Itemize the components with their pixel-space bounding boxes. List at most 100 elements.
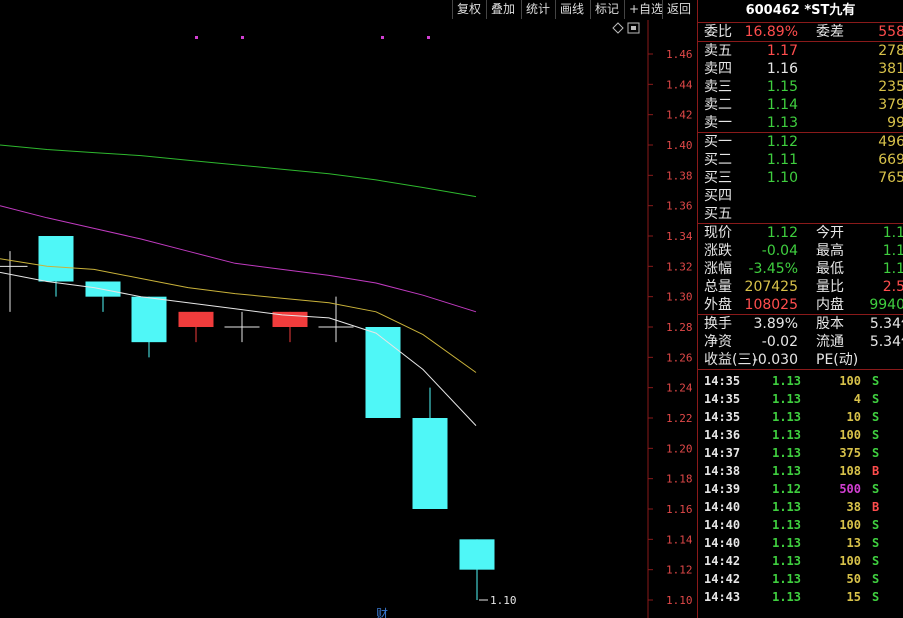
stat-label: 总量: [704, 279, 732, 295]
tick-row: 14:40 1.13 38 B: [698, 498, 903, 516]
low-marker-label: 1.10: [490, 594, 517, 607]
stat-label: 外盘: [704, 297, 732, 313]
tick-time: 14:42: [704, 554, 741, 568]
tick-volume: 10: [846, 410, 861, 424]
toolbar-button-6[interactable]: 返回: [662, 0, 695, 19]
y-tick-label-8: 1.30: [666, 291, 693, 304]
ma-line-2: [0, 258, 477, 373]
y-tick-label-0: 1.46: [666, 48, 693, 61]
ask-label: 卖二: [704, 97, 732, 113]
stat-label-2: 最高: [816, 243, 844, 259]
tick-time: 14:40: [704, 536, 741, 550]
tick-row: 14:43 1.13 15 S: [698, 588, 903, 606]
tick-time: 14:35: [704, 410, 741, 424]
ma-line-0: [0, 144, 477, 198]
toolbar-button-0[interactable]: 复权: [452, 0, 485, 19]
bid-label: 买二: [704, 152, 732, 168]
ask-price: 1.13: [766, 115, 798, 131]
event-mark-2: [381, 36, 384, 39]
tick-row: 14:42 1.13 100 S: [698, 552, 903, 570]
event-mark-0: [195, 36, 198, 39]
bid-label: 买四: [704, 188, 732, 204]
toolbar-button-2[interactable]: 统计: [521, 0, 554, 19]
bid-price: 1.11: [766, 152, 798, 168]
ask-volume: 99: [887, 115, 903, 131]
candle-body-9: [412, 418, 448, 509]
fund-row: 净资 -0.02 流通 5.34亿: [698, 333, 903, 351]
candle-body-4: [178, 311, 214, 327]
toolbar-button-3[interactable]: 画线: [555, 0, 588, 19]
stat-row: 现价 1.12 今开 1.1: [698, 224, 903, 242]
divider: [698, 223, 903, 224]
bid-label: 买五: [704, 206, 732, 222]
quote-panel: 600462 *ST九有 委比 16.89% 委差 558 卖五 1.17 278 卖四 1.1…: [697, 0, 903, 618]
restore-window-icon-inner: [631, 26, 636, 30]
tick-side: S: [872, 446, 880, 460]
ask-price: 1.17: [766, 43, 798, 59]
ask-row: 卖四 1.16 381: [698, 60, 903, 78]
ask-label: 卖五: [704, 43, 732, 59]
stat-value: 1.12: [766, 225, 798, 241]
stat-row: 涨跌 -0.04 最高 1.1: [698, 242, 903, 260]
tick-side: S: [872, 482, 880, 496]
toolbar-button-1[interactable]: 叠加: [486, 0, 519, 19]
stat-value-2: 2.5: [882, 279, 903, 295]
fund-value: -0.030: [752, 352, 798, 368]
ask-label: 卖一: [704, 115, 732, 131]
tick-row: 14:36 1.13 100 S: [698, 426, 903, 444]
tick-volume: 100: [839, 374, 861, 388]
diamond-icon: [612, 22, 624, 34]
tick-time: 14:39: [704, 482, 741, 496]
bid-price: 1.12: [766, 134, 798, 150]
toolbar-button-4[interactable]: 标记: [590, 0, 623, 19]
tick-volume: 100: [839, 428, 861, 442]
tick-volume: 375: [839, 446, 861, 460]
ask-volume: 379: [878, 97, 903, 113]
ask-volume: 235: [878, 79, 903, 95]
tick-row: 14:35 1.13 10 S: [698, 408, 903, 426]
ask-label: 卖四: [704, 61, 732, 77]
restore-window-icon[interactable]: [627, 22, 640, 34]
ask-row: 卖二 1.14 379: [698, 96, 903, 114]
tick-time: 14:40: [704, 518, 741, 532]
tick-price: 1.13: [772, 392, 801, 406]
y-tick-label-17: 1.12: [666, 564, 693, 577]
ask-price: 1.16: [766, 61, 798, 77]
tick-volume: 100: [839, 554, 861, 568]
tick-volume: 50: [846, 572, 861, 586]
bid-volume: 496: [878, 134, 903, 150]
y-tick-label-11: 1.24: [666, 382, 693, 395]
ask-volume: 381: [878, 61, 903, 77]
tick-time: 14:35: [704, 374, 741, 388]
stat-value-2: 1.1: [882, 225, 903, 241]
candle-body-1: [38, 236, 74, 282]
chart-toolbar: 复权 叠加 统计 画线 标记 +自选 返回: [0, 0, 697, 20]
tick-side: S: [872, 428, 880, 442]
fund-value: -0.02: [761, 334, 798, 350]
stat-label: 涨跌: [704, 243, 732, 259]
y-tick-label-3: 1.40: [666, 139, 693, 152]
tick-time: 14:42: [704, 572, 741, 586]
tick-row: 14:35 1.13 4 S: [698, 390, 903, 408]
tick-row: 14:35 1.13 100 S: [698, 372, 903, 390]
y-tick-label-13: 1.20: [666, 442, 693, 455]
fund-label: 净资: [704, 334, 732, 350]
bid-row: 买五: [698, 205, 903, 223]
fund-label: 换手: [704, 316, 732, 332]
tick-side: S: [872, 536, 880, 550]
ask-row: 卖五 1.17 278: [698, 42, 903, 60]
ma-line-1: [0, 205, 477, 313]
tick-price: 1.13: [772, 554, 801, 568]
bid-row: 买四: [698, 187, 903, 205]
stat-value: -0.04: [761, 243, 798, 259]
ask-volume: 278: [878, 43, 903, 59]
candle-body-10: [459, 539, 495, 570]
kline-chart[interactable]: 1.46 1.44 1.42 1.40 1.38 1.36 1.34 1.32 1.30 1.28…: [0, 20, 697, 618]
fund-row: 换手 3.89% 股本 5.34亿: [698, 315, 903, 333]
toolbar-button-5[interactable]: +自选: [624, 0, 667, 19]
weibi-value: 16.89%: [744, 24, 798, 40]
tick-time: 14:43: [704, 590, 741, 604]
y-tick-label-2: 1.42: [666, 109, 693, 122]
tick-volume: 38: [846, 500, 861, 514]
stat-label: 涨幅: [704, 261, 732, 277]
